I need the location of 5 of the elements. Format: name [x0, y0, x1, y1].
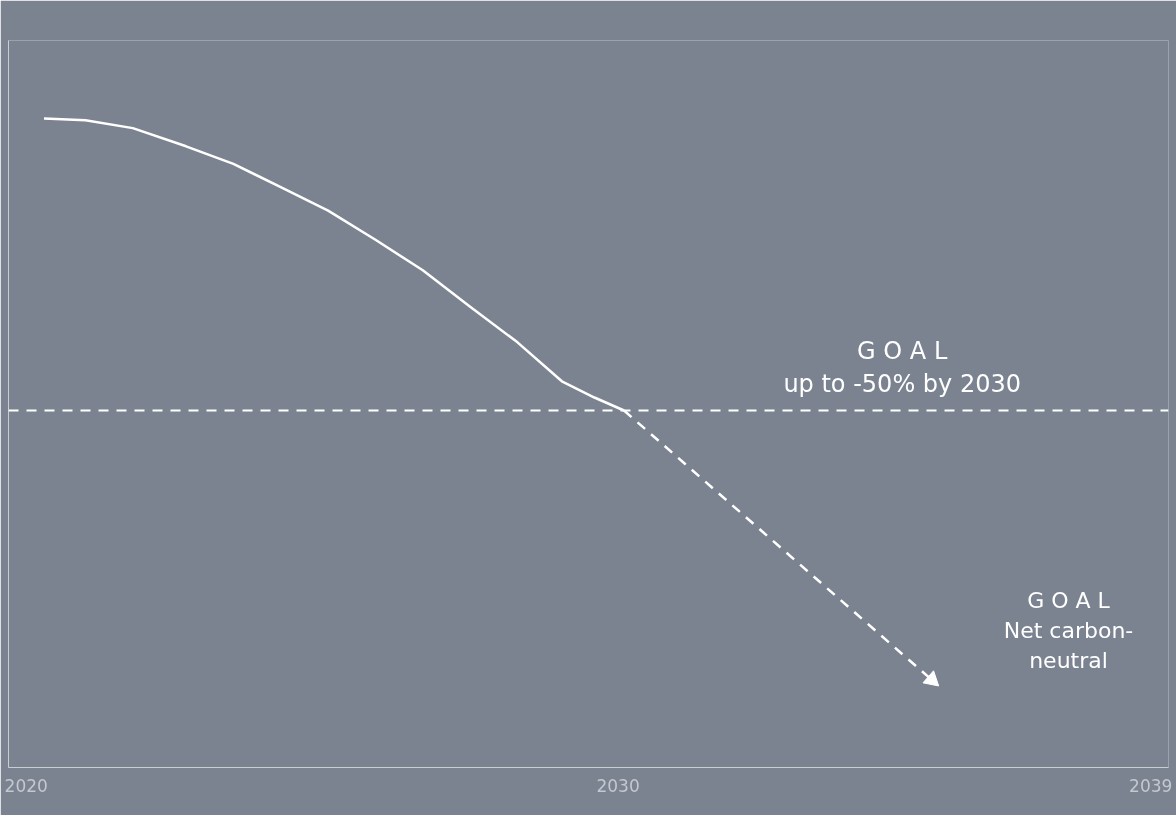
x-tick-label: 2030 [596, 775, 640, 796]
annotation: G O A L Net carbon- neutral [1003, 587, 1134, 673]
x-tick-label: 2039 [1129, 775, 1173, 796]
annotation: G O A L up to -50% by 2030 [783, 336, 1021, 399]
x-tick-label: 2020 [4, 775, 48, 796]
